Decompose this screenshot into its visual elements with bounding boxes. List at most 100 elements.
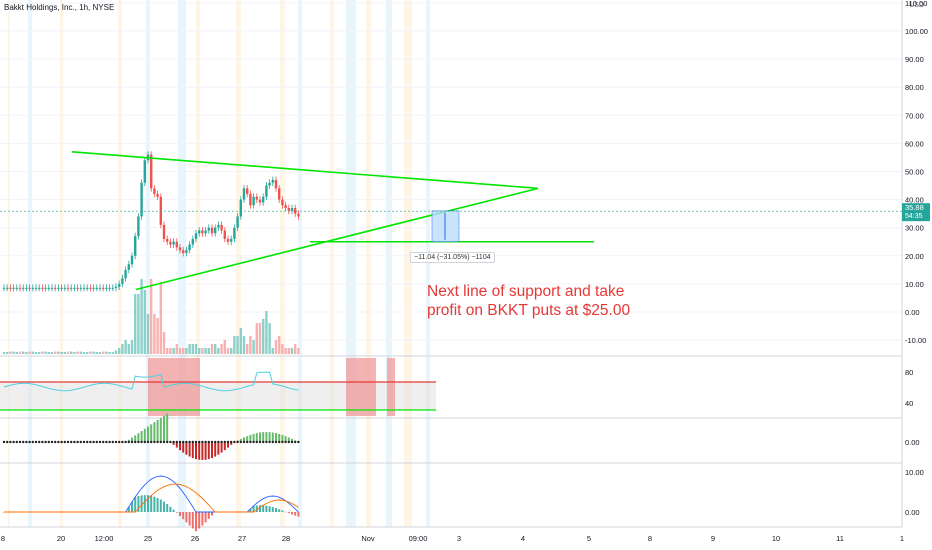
candle-body bbox=[246, 188, 249, 194]
support-trendline bbox=[135, 187, 539, 291]
last-price-badge bbox=[902, 203, 930, 222]
session-band bbox=[404, 0, 412, 527]
candle-body bbox=[50, 287, 54, 289]
time-tick-label: 5 bbox=[587, 534, 591, 543]
volume-bar bbox=[130, 340, 134, 354]
volume-bar bbox=[191, 344, 194, 354]
histogram-bar bbox=[185, 442, 188, 455]
candle-body bbox=[284, 205, 287, 209]
volume-bar bbox=[156, 318, 159, 354]
symbol-title[interactable]: Bakkt Holdings, Inc., 1h, NYSE bbox=[4, 3, 115, 12]
time-tick-label: 10 bbox=[772, 534, 780, 543]
zero-dot bbox=[169, 440, 172, 444]
candle-body bbox=[12, 287, 15, 289]
candle-body bbox=[22, 287, 25, 289]
macd-histogram-bar bbox=[252, 505, 255, 512]
histogram-bar bbox=[131, 437, 133, 442]
candle-body bbox=[233, 227, 236, 239]
macd-histogram-bar bbox=[291, 512, 293, 515]
macd-histogram-bar bbox=[134, 497, 137, 512]
zero-dot bbox=[105, 440, 108, 444]
histogram-bar bbox=[150, 424, 153, 442]
volume-bar bbox=[242, 336, 246, 354]
histogram-bar bbox=[198, 442, 201, 460]
candle-body bbox=[297, 213, 300, 217]
volume-bar bbox=[233, 336, 236, 354]
annotation-line-2: profit on BKKT puts at $25.00 bbox=[427, 302, 631, 319]
candle-body bbox=[70, 287, 73, 289]
candle-body bbox=[150, 154, 153, 189]
candle-body bbox=[79, 287, 82, 289]
candle-body bbox=[57, 287, 60, 289]
zero-dot bbox=[162, 440, 166, 444]
macd-histogram-bar bbox=[249, 508, 252, 512]
zero-dot bbox=[146, 440, 150, 444]
macd-histogram-bar bbox=[143, 495, 146, 512]
volume-bar bbox=[34, 352, 38, 354]
zero-dot bbox=[44, 440, 47, 444]
candle-body bbox=[44, 287, 47, 289]
zero-dot bbox=[134, 440, 137, 444]
zero-dot bbox=[111, 440, 115, 444]
price-tick-label: 10.00 bbox=[905, 280, 924, 289]
macd-histogram-bar bbox=[271, 507, 274, 512]
zero-dot bbox=[15, 440, 18, 444]
macd-histogram-bar bbox=[150, 495, 153, 512]
candle-body bbox=[105, 287, 108, 289]
volume-bar bbox=[239, 328, 242, 354]
candle-body bbox=[166, 238, 169, 242]
zero-dot bbox=[274, 440, 278, 444]
candle-body bbox=[198, 230, 201, 234]
rsi-line bbox=[3, 371, 299, 392]
histogram-bar bbox=[268, 432, 271, 442]
volume-bar bbox=[252, 340, 255, 354]
resistance-trendline bbox=[71, 151, 539, 190]
volume-bar bbox=[9, 351, 12, 354]
zero-dot bbox=[12, 440, 15, 444]
candle-body bbox=[6, 287, 9, 289]
volume-bar bbox=[66, 351, 70, 354]
volume-bar bbox=[194, 344, 198, 354]
zero-dot bbox=[249, 440, 252, 444]
rsi-highlight bbox=[148, 358, 200, 416]
zero-dot bbox=[207, 440, 210, 444]
volume-bar bbox=[297, 348, 300, 354]
zero-dot bbox=[31, 440, 34, 444]
time-tick-label: 3 bbox=[457, 534, 461, 543]
candle-body bbox=[274, 179, 278, 189]
zero-dot bbox=[41, 440, 44, 444]
macd-histogram-bar bbox=[153, 496, 156, 512]
zero-dot bbox=[63, 440, 66, 444]
volume-bar bbox=[63, 352, 66, 354]
volume-bar bbox=[73, 352, 76, 354]
volume-bar bbox=[271, 348, 274, 354]
histogram-bar bbox=[262, 432, 265, 442]
time-tick-label: 11 bbox=[836, 534, 844, 543]
volume-bar bbox=[207, 348, 210, 354]
volume-bar bbox=[105, 351, 108, 354]
zero-dot bbox=[185, 440, 188, 444]
macd-histogram-bar bbox=[281, 510, 284, 512]
macd-histogram-bar bbox=[259, 505, 261, 512]
volume-bar bbox=[41, 351, 44, 354]
histogram-bar bbox=[278, 433, 281, 442]
time-tick-label: 28 bbox=[282, 534, 290, 543]
histogram-bar bbox=[166, 413, 169, 442]
histogram-bar bbox=[153, 422, 156, 442]
volume-bar bbox=[226, 348, 230, 354]
volume-bar bbox=[258, 323, 262, 354]
volume-bar bbox=[230, 348, 233, 354]
candle-body bbox=[102, 287, 105, 289]
candle-body bbox=[242, 188, 246, 200]
candle-body bbox=[31, 287, 34, 289]
time-tick-label: 9 bbox=[711, 534, 715, 543]
zero-dot bbox=[153, 440, 156, 444]
volume-bar bbox=[175, 344, 178, 354]
candle-body bbox=[201, 230, 204, 234]
zero-dot bbox=[281, 440, 284, 444]
macd-histogram-bar bbox=[294, 512, 297, 516]
histogram-bar bbox=[287, 437, 290, 442]
time-tick-label: 26 bbox=[191, 534, 199, 543]
candle-body bbox=[60, 287, 63, 289]
